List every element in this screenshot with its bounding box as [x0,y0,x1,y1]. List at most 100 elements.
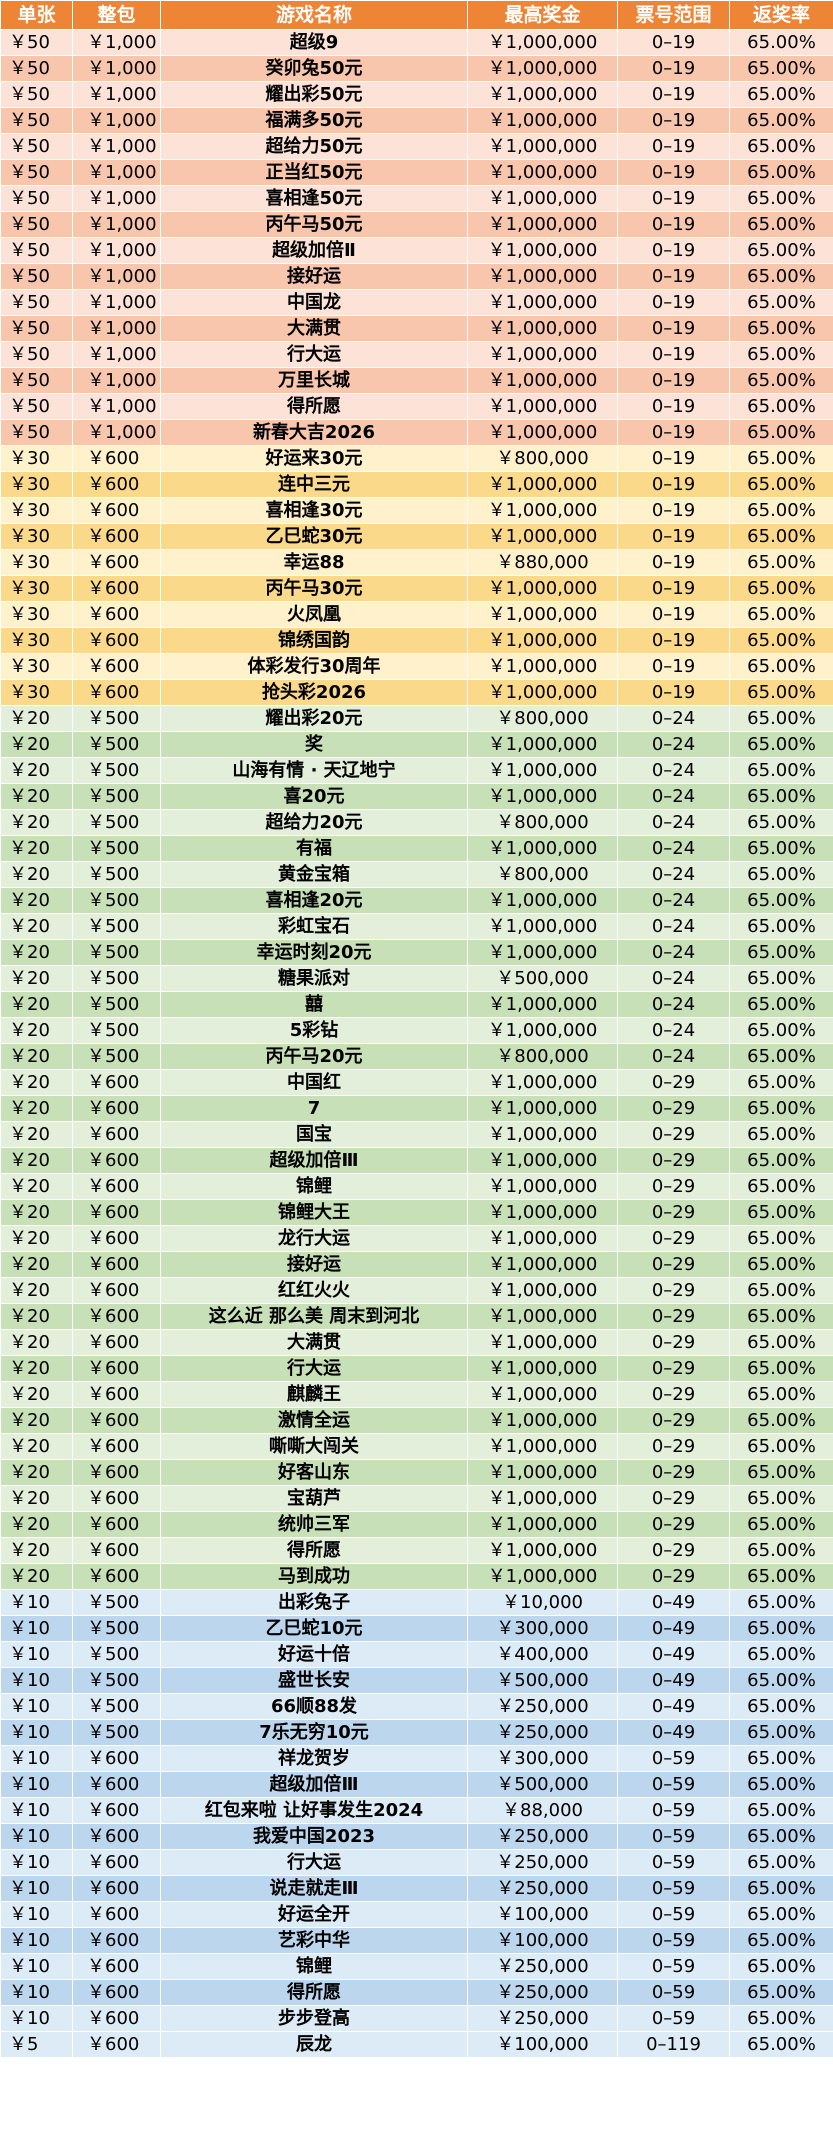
game-name-cell: 抢头彩2026 [160,679,468,706]
pack-price-cell: ￥600 [72,1485,161,1512]
top-prize-cell: ￥1,000,000 [467,1407,618,1434]
game-name-cell: 超给力50元 [160,133,468,160]
top-prize-cell: ￥1,000,000 [467,133,618,160]
table-row: ￥10 ￥600 锦鲤 ￥250,000 0–59 65.00% [0,1953,833,1980]
top-prize-cell: ￥1,000,000 [467,497,618,524]
payout-rate-cell: 65.00% [729,1459,833,1486]
pack-price-cell: ￥600 [72,1121,161,1148]
pack-price-cell: ￥500 [72,965,161,992]
payout-rate-cell: 65.00% [729,211,833,238]
payout-rate-cell: 65.00% [729,757,833,784]
ticket-range-cell: 0–29 [617,1485,730,1512]
pack-price-cell: ￥600 [72,1355,161,1382]
single-price-cell: ￥50 [0,55,73,82]
game-name-cell: 奖 [160,731,468,758]
game-name-cell: 说走就走Ⅲ [160,1875,468,1902]
pack-price-cell: ￥1,000 [72,159,161,186]
payout-rate-cell: 65.00% [729,601,833,628]
payout-rate-cell: 65.00% [729,861,833,888]
top-prize-cell: ￥1,000,000 [467,1459,618,1486]
payout-rate-cell: 65.00% [729,445,833,472]
ticket-range-cell: 0–29 [617,1303,730,1330]
game-name-cell: 66顺88发 [160,1693,468,1720]
top-prize-cell: ￥1,000,000 [467,289,618,316]
pack-price-cell: ￥500 [72,835,161,862]
top-prize-cell: ￥1,000,000 [467,991,618,1018]
top-prize-cell: ￥1,000,000 [467,627,618,654]
ticket-range-cell: 0–59 [617,1927,730,1954]
table-row: ￥20 ￥500 彩虹宝石 ￥1,000,000 0–24 65.00% [0,913,833,940]
game-name-cell: 接好运 [160,263,468,290]
game-name-cell: 得所愿 [160,393,468,420]
pack-price-cell: ￥600 [72,2005,161,2032]
top-prize-cell: ￥1,000,000 [467,81,618,108]
payout-rate-cell: 65.00% [729,679,833,706]
table-row: ￥30 ￥600 火凤凰 ￥1,000,000 0–19 65.00% [0,601,833,628]
table-row: ￥20 ￥600 红红火火 ￥1,000,000 0–29 65.00% [0,1277,833,1304]
ticket-range-cell: 0–24 [617,705,730,732]
ticket-range-cell: 0–19 [617,575,730,602]
ticket-range-cell: 0–19 [617,237,730,264]
table-row: ￥10 ￥500 乙巳蛇10元 ￥300,000 0–49 65.00% [0,1615,833,1642]
pack-price-cell: ￥600 [72,1303,161,1330]
table-row: ￥10 ￥600 红包来啦 让好事发生2024 ￥88,000 0–59 65.00% [0,1797,833,1824]
table-row: ￥20 ￥600 接好运 ￥1,000,000 0–29 65.00% [0,1251,833,1278]
pack-price-cell: ￥600 [72,1407,161,1434]
single-price-cell: ￥20 [0,861,73,888]
pack-price-cell: ￥600 [72,497,161,524]
game-name-cell: 喜相逢30元 [160,497,468,524]
top-prize-cell: ￥1,000,000 [467,1433,618,1460]
pack-price-cell: ￥500 [72,913,161,940]
game-name-cell: 火凤凰 [160,601,468,628]
game-name-cell: 万里长城 [160,367,468,394]
ticket-range-cell: 0–49 [617,1615,730,1642]
header-payout-rate: 返奖率 [729,0,833,30]
payout-rate-cell: 65.00% [729,81,833,108]
game-name-cell: 大满贯 [160,315,468,342]
header-single-price: 单张 [0,0,73,30]
table-row: ￥30 ￥600 丙午马30元 ￥1,000,000 0–19 65.00% [0,575,833,602]
top-prize-cell: ￥300,000 [467,1615,618,1642]
game-name-cell: 耀出彩20元 [160,705,468,732]
game-name-cell: 锦鲤大王 [160,1199,468,1226]
ticket-range-cell: 0–19 [617,549,730,576]
ticket-range-cell: 0–24 [617,991,730,1018]
top-prize-cell: ￥250,000 [467,1849,618,1876]
ticket-range-cell: 0–29 [617,1537,730,1564]
ticket-range-cell: 0–24 [617,965,730,992]
top-prize-cell: ￥250,000 [467,1979,618,2006]
single-price-cell: ￥10 [0,1901,73,1928]
game-name-cell: 糖果派对 [160,965,468,992]
game-name-cell: 麒麟王 [160,1381,468,1408]
single-price-cell: ￥10 [0,1849,73,1876]
pack-price-cell: ￥600 [72,1849,161,1876]
game-name-cell: 喜相逢20元 [160,887,468,914]
single-price-cell: ￥20 [0,991,73,1018]
single-price-cell: ￥10 [0,1953,73,1980]
payout-rate-cell: 65.00% [729,1563,833,1590]
single-price-cell: ￥10 [0,1979,73,2006]
top-prize-cell: ￥1,000,000 [467,1303,618,1330]
single-price-cell: ￥20 [0,1043,73,1070]
top-prize-cell: ￥250,000 [467,2005,618,2032]
payout-rate-cell: 65.00% [729,1329,833,1356]
table-row: ￥20 ￥500 山海有情 · 天辽地宁 ￥1,000,000 0–24 65.00% [0,757,833,784]
game-name-cell: 丙午马50元 [160,211,468,238]
pack-price-cell: ￥500 [72,1043,161,1070]
pack-price-cell: ￥500 [72,939,161,966]
table-row: ￥20 ￥600 行大运 ￥1,000,000 0–29 65.00% [0,1355,833,1382]
payout-rate-cell: 65.00% [729,367,833,394]
game-name-cell: 大满贯 [160,1329,468,1356]
single-price-cell: ￥50 [0,185,73,212]
ticket-range-cell: 0–19 [617,159,730,186]
payout-rate-cell: 65.00% [729,237,833,264]
game-name-cell: 红包来啦 让好事发生2024 [160,1797,468,1824]
top-prize-cell: ￥1,000,000 [467,263,618,290]
table-row: ￥20 ￥600 中国红 ￥1,000,000 0–29 65.00% [0,1069,833,1096]
table-row: ￥50 ￥1,000 新春大吉2026 ￥1,000,000 0–19 65.00% [0,419,833,446]
game-name-cell: 出彩兔子 [160,1589,468,1616]
pack-price-cell: ￥600 [72,1823,161,1850]
ticket-range-cell: 0–19 [617,471,730,498]
top-prize-cell: ￥1,000,000 [467,887,618,914]
table-row: ￥30 ￥600 好运来30元 ￥800,000 0–19 65.00% [0,445,833,472]
